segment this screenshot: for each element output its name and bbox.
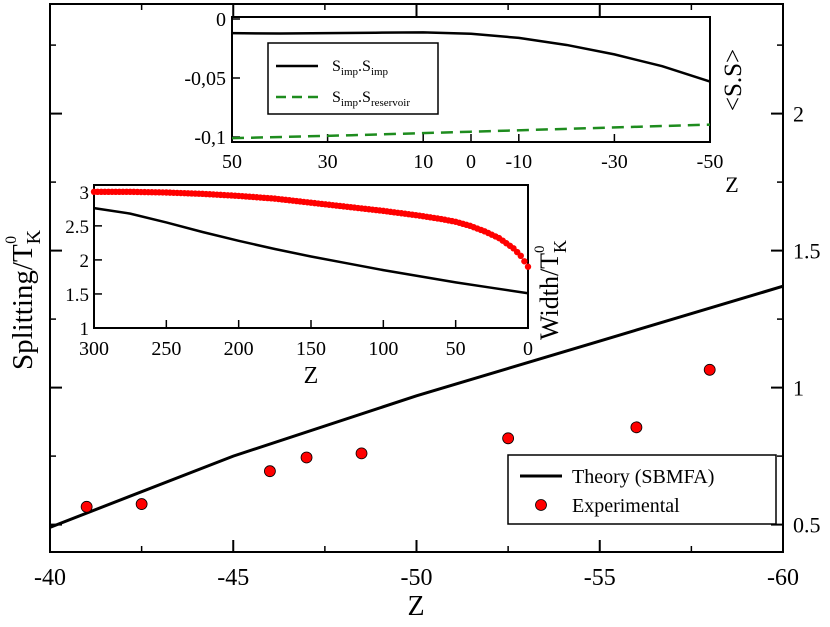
inset-top-x-tick-label: 30 xyxy=(318,151,338,173)
main-y-ticks-right: 0.5 1 1.5 2 xyxy=(771,44,821,538)
inset-mid-series xyxy=(90,188,532,295)
inset-mid-x-tick-label: 150 xyxy=(296,338,326,360)
inset-top-y-axis-label: <S.S> xyxy=(720,49,747,111)
main-experimental-point xyxy=(630,421,643,434)
inset-mid-x-tick-label: 0 xyxy=(523,338,533,360)
inset-mid-x-axis-label: Z xyxy=(304,363,319,389)
legend-simp-reservoir-label: Simp.Sreservoir xyxy=(332,89,410,109)
inset-mid-x-tick-label: 200 xyxy=(224,338,254,360)
legend-theory-label: Theory (SBMFA) xyxy=(572,466,714,488)
main-legend-box xyxy=(507,454,777,525)
inset-mid-theory-line xyxy=(93,206,529,295)
inset-mid-y-ticks: 1 1.5 2 2.5 3 xyxy=(65,183,102,340)
main-experimental-point xyxy=(703,363,716,376)
main-y-tick-label-right: 2 xyxy=(793,102,804,127)
main-series xyxy=(49,284,784,529)
inset-top: 50 30 10 0 -10 -30 -50 0 -0,05 -0,1 Z <S.S> Simp… xyxy=(184,9,747,197)
inset-top-legend-box xyxy=(267,42,439,115)
inset-mid: 300 250 200 150 100 50 0 11.522.53 Z Width/TK0 xyxy=(65,183,570,389)
legend-simp-simp-sub2: imp xyxy=(371,66,389,78)
inset-top-x-tick-label: -30 xyxy=(601,151,628,173)
main-y-axis-label: Splitting/TK0 xyxy=(3,229,45,370)
inset-mid-width-point xyxy=(521,258,528,265)
main-legend: Theory (SBMFA) Experimental xyxy=(507,454,777,525)
main-y-axis-label-main: Splitting/T xyxy=(7,244,39,370)
inset-mid-y-tick-label: 3 xyxy=(80,183,90,204)
inset-top-simp-reservoir-line xyxy=(231,123,711,140)
legend-simp-simp-mid: .S xyxy=(358,58,371,75)
main-experimental-point xyxy=(80,500,93,513)
inset-top-legend: Simp.Simp Simp.Sreservoir xyxy=(267,42,439,115)
inset-top-y-tick-label: 0 xyxy=(216,9,226,31)
inset-mid-y-tick-label: 2 xyxy=(80,251,90,272)
inset-top-x-ticks: 50 30 10 0 -10 -30 -50 xyxy=(222,134,723,173)
inset-top-simp-simp-line xyxy=(231,31,711,83)
inset-top-y-tick-label: -0,1 xyxy=(194,127,226,149)
inset-mid-x-tick-label: 250 xyxy=(151,338,181,360)
inset-mid-y-tick-label: 1.5 xyxy=(65,285,89,306)
main-y-axis-label-sup: 0 xyxy=(3,236,20,244)
inset-mid-y-axis-label-main: Width/T xyxy=(535,253,564,340)
legend-simp-reservoir-sub1: imp xyxy=(341,97,359,109)
main-x-tick-label: -60 xyxy=(767,565,799,591)
main-experimental-point xyxy=(300,451,313,464)
legend-experimental-label: Experimental xyxy=(572,495,680,517)
inset-mid-y-tick-label: 1 xyxy=(80,319,90,340)
inset-mid-x-tick-label: 50 xyxy=(446,338,466,360)
main-x-ticks: -40 -45 -50 -55 -60 xyxy=(34,4,799,591)
inset-mid-x-tick-label: 300 xyxy=(79,338,109,360)
inset-top-x-tick-label: 10 xyxy=(413,151,433,173)
main-experimental-point xyxy=(135,498,148,510)
main-experimental-point xyxy=(263,465,276,478)
main-experimental-point xyxy=(502,432,515,445)
main-x-tick-label: -50 xyxy=(401,565,433,591)
inset-top-y-ticks: 0 -0,05 -0,1 xyxy=(184,9,240,149)
inset-top-x-tick-label: -10 xyxy=(505,151,532,173)
legend-simp-simp-sub1: imp xyxy=(341,66,359,78)
inset-mid-y-axis-label: Width/TK0 xyxy=(532,240,570,340)
inset-mid-width-point xyxy=(524,263,532,270)
inset-top-y-tick-label: -0,05 xyxy=(184,68,226,90)
main-plot: -40 -45 -50 -55 -60 0.511.52 Z Splitting/TK0… xyxy=(3,3,821,622)
main-y-tick-label-right: 1 xyxy=(793,376,804,401)
inset-mid-x-tick-label: 100 xyxy=(368,338,398,360)
main-x-tick-label: -45 xyxy=(217,565,249,591)
inset-top-x-tick-label: 50 xyxy=(222,151,242,173)
main-y-tick-label-right: 1.5 xyxy=(793,239,821,264)
inset-top-x-axis-label: Z xyxy=(725,172,738,197)
legend-simp-simp-s1: S xyxy=(332,58,341,75)
legend-simp-reservoir-mid: .S xyxy=(358,89,371,106)
inset-mid-x-ticks: 300 250 200 150 100 50 0 xyxy=(79,320,533,360)
main-x-tick-label: -55 xyxy=(584,565,616,591)
legend-simp-reservoir-sub2: reservoir xyxy=(371,97,410,109)
inset-mid-y-axis-label-sup: 0 xyxy=(532,245,548,253)
main-theory-line xyxy=(49,284,784,529)
main-x-tick-label: -40 xyxy=(34,565,66,591)
main-y-axis-label-sub: K xyxy=(23,229,45,244)
legend-experimental-swatch xyxy=(535,499,547,511)
legend-simp-simp-label: Simp.Simp xyxy=(332,58,389,78)
inset-top-x-tick-label: -50 xyxy=(697,151,724,173)
inset-top-x-tick-label: 0 xyxy=(466,151,476,173)
legend-simp-reservoir-s1: S xyxy=(332,89,341,106)
inset-mid-width-point xyxy=(517,252,524,260)
inset-mid-y-axis-label-sub: K xyxy=(550,240,570,253)
inset-top-series xyxy=(231,31,711,140)
main-y-tick-label-right: 0.5 xyxy=(793,513,821,538)
main-experimental-point xyxy=(355,447,368,460)
inset-mid-y-tick-label: 2.5 xyxy=(65,217,89,238)
main-x-axis-label: Z xyxy=(407,591,424,622)
